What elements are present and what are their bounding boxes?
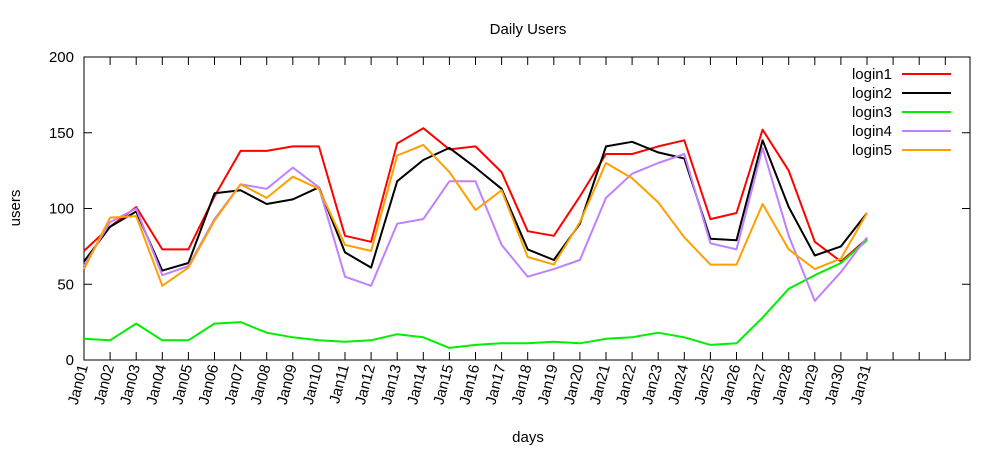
x-tick-label: Jan01 bbox=[65, 363, 92, 407]
x-tick-label: Jan24 bbox=[665, 363, 692, 407]
x-tick-label: Jan12 bbox=[352, 363, 379, 407]
series-lines bbox=[83, 127, 868, 349]
x-tick-label: Jan26 bbox=[717, 363, 744, 407]
x-tick-label: Jan22 bbox=[613, 363, 640, 407]
x-tick-label: Jan15 bbox=[430, 363, 457, 407]
x-tick-label: Jan28 bbox=[770, 363, 797, 407]
x-tick-label: Jan27 bbox=[743, 363, 770, 407]
x-tick-label: Jan17 bbox=[482, 363, 509, 407]
x-tick-label: Jan29 bbox=[796, 363, 823, 407]
legend: login1 login2 login3 login4 login5 bbox=[852, 66, 951, 159]
series-line-login1 bbox=[83, 127, 868, 263]
series-line-login3 bbox=[83, 239, 868, 349]
x-tick-label: Jan14 bbox=[404, 363, 431, 407]
x-tick-label: Jan21 bbox=[587, 363, 614, 407]
x-tick-label: Jan09 bbox=[274, 363, 301, 407]
y-tick-label: 0 bbox=[66, 352, 74, 369]
x-axis-label: days bbox=[512, 429, 544, 446]
x-tick-label: Jan11 bbox=[326, 363, 353, 406]
y-tick-label: 150 bbox=[49, 125, 74, 142]
series-line-login5 bbox=[83, 143, 868, 287]
y-axis-label: users bbox=[7, 190, 24, 227]
legend-label-login3: login3 bbox=[852, 104, 892, 121]
x-tick-label: Jan06 bbox=[195, 363, 222, 407]
x-tick-label: Jan10 bbox=[300, 363, 327, 407]
x-tick-label: Jan08 bbox=[248, 363, 275, 407]
x-tick-label: Jan18 bbox=[509, 363, 536, 407]
y-axis: 0 50 100 150 200 bbox=[49, 49, 970, 369]
legend-label-login4: login4 bbox=[852, 123, 892, 140]
x-tick-label: Jan02 bbox=[91, 363, 118, 407]
x-tick-label: Jan03 bbox=[117, 363, 144, 407]
legend-label-login1: login1 bbox=[852, 66, 892, 83]
x-tick-label: Jan16 bbox=[456, 363, 483, 407]
y-tick-label: 200 bbox=[49, 49, 74, 66]
y-tick-label: 100 bbox=[49, 201, 74, 218]
legend-label-login5: login5 bbox=[852, 142, 892, 159]
x-tick-label: Jan04 bbox=[143, 363, 170, 407]
x-tick-label: Jan20 bbox=[561, 363, 588, 407]
x-tick-label: Jan25 bbox=[691, 363, 718, 407]
chart-title: Daily Users bbox=[490, 21, 567, 38]
x-tick-label: Jan19 bbox=[535, 363, 562, 407]
x-tick-label: Jan31 bbox=[848, 363, 875, 407]
y-tick-label: 50 bbox=[57, 276, 74, 293]
x-tick-label: Jan23 bbox=[639, 363, 666, 407]
plot-frame bbox=[83, 56, 971, 361]
legend-label-login2: login2 bbox=[852, 85, 892, 102]
x-tick-label: Jan07 bbox=[221, 363, 248, 407]
x-tick-label: Jan13 bbox=[378, 363, 405, 407]
series-line-login2 bbox=[83, 139, 868, 272]
x-tick-label: Jan30 bbox=[822, 363, 849, 407]
x-tick-label: Jan05 bbox=[169, 363, 196, 407]
